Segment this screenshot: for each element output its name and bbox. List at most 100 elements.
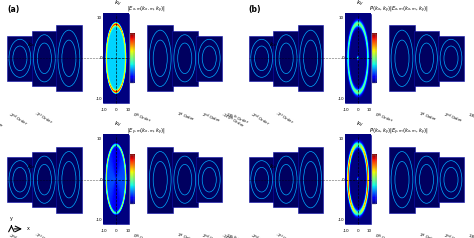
Bar (273, 152, 299, 208)
Text: $k_y$: $k_y$ (114, 120, 122, 130)
Text: $k_x$: $k_x$ (269, 40, 277, 49)
Text: -2$^{nd}$ Order: -2$^{nd}$ Order (247, 231, 271, 238)
Bar (345, 14, 371, 103)
Bar (414, 152, 439, 208)
Bar (32, 30, 57, 86)
Bar (414, 30, 439, 86)
Bar (56, 25, 82, 91)
Text: $k_y$: $k_y$ (356, 120, 364, 130)
Text: x: x (27, 226, 30, 231)
Bar (56, 147, 82, 213)
Bar (438, 157, 464, 202)
Text: 0: 0 (341, 56, 344, 60)
Text: 10: 10 (97, 137, 102, 141)
Text: -10: -10 (343, 229, 350, 233)
Text: $k_y$: $k_y$ (356, 0, 364, 9)
Text: 135$^{th}$ Order: 135$^{th}$ Order (224, 110, 251, 127)
Text: 10: 10 (339, 137, 344, 141)
Text: 2$^{nd}$ Order: 2$^{nd}$ Order (441, 110, 464, 125)
Bar (298, 147, 323, 213)
Text: -10: -10 (337, 97, 344, 101)
Text: $|E_{x,m}(k_{x,m},k_y)|$: $|E_{x,m}(k_{x,m},k_y)|$ (127, 5, 166, 15)
Text: -1$^{st}$ Order: -1$^{st}$ Order (273, 231, 296, 238)
Text: 1$^{st}$ Order: 1$^{st}$ Order (417, 110, 438, 124)
Bar (32, 152, 57, 208)
Text: 0$^{th}$ Order: 0$^{th}$ Order (373, 110, 395, 125)
Bar (345, 135, 371, 224)
Text: 135$^{th}$ Order: 135$^{th}$ Order (466, 110, 474, 127)
Bar (103, 14, 129, 103)
Bar (249, 157, 274, 202)
Bar (389, 25, 415, 91)
Text: 0: 0 (115, 108, 118, 112)
Bar (172, 30, 198, 86)
Bar (103, 135, 129, 224)
Bar (172, 152, 198, 208)
Text: $k_y$: $k_y$ (114, 0, 122, 9)
Text: 0: 0 (115, 229, 118, 233)
Bar (196, 157, 222, 202)
Text: $|E_{y,m}(k_{x,m},k_y)|$: $|E_{y,m}(k_{x,m},k_y)|$ (127, 126, 166, 136)
Text: -1$^{st}$ Order: -1$^{st}$ Order (32, 231, 54, 238)
Text: -10: -10 (96, 97, 102, 101)
Text: (a): (a) (7, 5, 19, 14)
Text: 10: 10 (367, 229, 372, 233)
Text: -2$^{nd}$ Order: -2$^{nd}$ Order (6, 231, 29, 238)
Text: -135$^{th}$ Order: -135$^{th}$ Order (0, 231, 5, 238)
Text: -10: -10 (343, 108, 350, 112)
Bar (249, 36, 274, 81)
Bar (7, 36, 33, 81)
Text: $k_x$: $k_x$ (269, 162, 277, 171)
Text: 0$^{th}$ Order: 0$^{th}$ Order (131, 110, 153, 125)
Text: 10: 10 (367, 108, 372, 112)
Text: 1$^{st}$ Order: 1$^{st}$ Order (417, 231, 438, 238)
Text: 0: 0 (100, 178, 102, 182)
Bar (7, 157, 33, 202)
Text: 0$^{th}$ Order: 0$^{th}$ Order (373, 231, 395, 238)
Text: 0: 0 (356, 108, 359, 112)
Text: 10: 10 (125, 108, 130, 112)
Bar (130, 34, 134, 83)
Text: $k_x$: $k_x$ (27, 40, 36, 49)
Text: 0: 0 (341, 178, 344, 182)
Text: (b): (b) (249, 5, 261, 14)
Text: -135$^{th}$ Order: -135$^{th}$ Order (219, 231, 246, 238)
Bar (389, 147, 415, 213)
Text: -2$^{nd}$ Order: -2$^{nd}$ Order (6, 110, 29, 129)
Text: -135$^{th}$ Order: -135$^{th}$ Order (0, 110, 5, 131)
Text: 2$^{nd}$ Order: 2$^{nd}$ Order (441, 231, 464, 238)
Text: 0: 0 (356, 229, 359, 233)
Text: -10: -10 (96, 218, 102, 222)
Text: -135$^{th}$ Order: -135$^{th}$ Order (219, 110, 246, 131)
Text: -1$^{st}$ Order: -1$^{st}$ Order (32, 110, 54, 128)
Text: 10: 10 (339, 16, 344, 20)
Text: y: y (10, 216, 13, 221)
Text: 2$^{nd}$ Order: 2$^{nd}$ Order (200, 110, 222, 125)
Text: $P(k_x,k_y)|E_{x,m}(k_{x,m},k_y)|$: $P(k_x,k_y)|E_{x,m}(k_{x,m},k_y)|$ (369, 5, 428, 15)
Text: $P(k_x,k_y)|E_{y,m}(k_{x,m},k_y)|$: $P(k_x,k_y)|E_{y,m}(k_{x,m},k_y)|$ (369, 126, 428, 136)
Text: -10: -10 (101, 108, 108, 112)
Text: 1$^{st}$ Order: 1$^{st}$ Order (175, 110, 196, 124)
Text: 0$^{th}$ Order: 0$^{th}$ Order (131, 231, 153, 238)
Text: 2$^{nd}$ Order: 2$^{nd}$ Order (200, 231, 222, 238)
Text: 10: 10 (125, 229, 130, 233)
Bar (130, 155, 134, 204)
Text: -10: -10 (337, 218, 344, 222)
Text: -1$^{st}$ Order: -1$^{st}$ Order (273, 110, 296, 128)
Text: 135$^{th}$ Order: 135$^{th}$ Order (224, 231, 251, 238)
Text: -10: -10 (101, 229, 108, 233)
Bar (147, 147, 173, 213)
Bar (273, 30, 299, 86)
Bar (147, 25, 173, 91)
Text: 1$^{st}$ Order: 1$^{st}$ Order (175, 231, 196, 238)
Bar (196, 36, 222, 81)
Text: 10: 10 (97, 16, 102, 20)
Bar (298, 25, 323, 91)
Bar (372, 155, 376, 204)
Text: $k_x$: $k_x$ (27, 162, 36, 171)
Bar (438, 36, 464, 81)
Text: 135$^{th}$ Order: 135$^{th}$ Order (466, 231, 474, 238)
Text: 0: 0 (100, 56, 102, 60)
Bar (372, 34, 376, 83)
Text: -2$^{nd}$ Order: -2$^{nd}$ Order (247, 110, 271, 129)
